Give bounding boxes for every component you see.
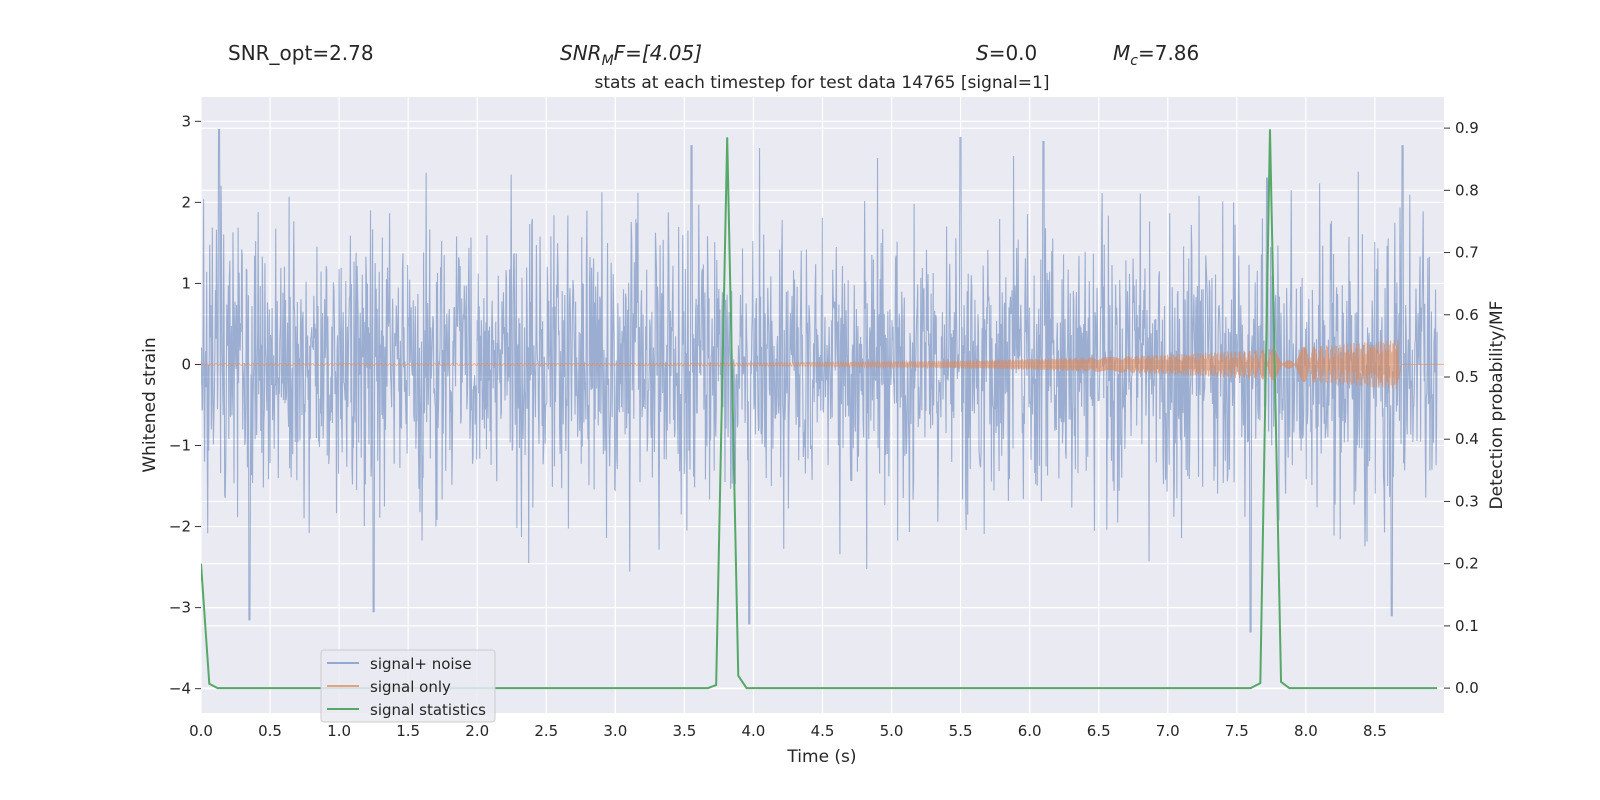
x-axis-ticks: 0.0 0.5 1.0 1.5 2.0 2.5 3.0 3.5 4.0 4.5 5.0 5.5 6.0 6…: [189, 722, 1387, 740]
snr-opt-label: SNR_opt=2.78: [228, 41, 374, 65]
x-tick-label: 0.5: [258, 722, 282, 740]
legend-label-noise: signal+ noise: [370, 655, 472, 673]
y-tick-label: 0: [181, 355, 191, 373]
x-tick-label: 3.5: [672, 722, 696, 740]
s-label: S=0.0: [976, 41, 1037, 65]
legend-label-stats: signal statistics: [370, 701, 486, 719]
y-tick-label: −4: [169, 680, 191, 698]
y2-tick-label: 0.4: [1455, 430, 1479, 448]
x-tick-label: 2.5: [534, 722, 558, 740]
y2-tick-label: 0.9: [1455, 119, 1479, 137]
chart-title: stats at each timestep for test data 147…: [595, 73, 1050, 93]
legend: signal+ noise signal only signal statist…: [320, 649, 496, 723]
y-axis-label: Whitened strain: [140, 337, 160, 472]
y2-axis-ticks: 0.9 0.8 0.7 0.6 0.5 0.4 0.3 0.2 0.1 0.0: [1444, 119, 1479, 697]
y2-axis-label: Detection probability/MF: [1487, 301, 1507, 510]
x-tick-label: 7.0: [1156, 722, 1180, 740]
mc-sub: c: [1130, 53, 1138, 69]
y2-tick-label: 0.2: [1455, 555, 1479, 573]
x-tick-label: 1.5: [396, 722, 420, 740]
y-tick-label: −1: [169, 437, 191, 455]
x-tick-label: 3.0: [603, 722, 627, 740]
mc-var: M: [1113, 41, 1130, 65]
y2-tick-label: 0.5: [1455, 368, 1479, 386]
x-tick-label: 4.0: [742, 722, 766, 740]
x-tick-label: 5.5: [949, 722, 973, 740]
x-tick-label: 6.0: [1018, 722, 1042, 740]
x-tick-label: 0.0: [189, 722, 213, 740]
mc-rest: =7.86: [1138, 41, 1199, 65]
x-tick-label: 2.0: [465, 722, 489, 740]
x-axis-label: Time (s): [786, 747, 856, 767]
y2-tick-label: 0.8: [1455, 181, 1479, 199]
y-tick-label: −3: [169, 599, 191, 617]
legend-label-signal: signal only: [370, 678, 451, 696]
snr-mf-sub: M: [602, 53, 614, 69]
y2-tick-label: 0.3: [1455, 492, 1479, 510]
x-tick-label: 6.5: [1087, 722, 1111, 740]
s-var: S: [976, 41, 989, 65]
x-tick-label: 5.0: [880, 722, 904, 740]
y-tick-label: 3: [181, 112, 191, 130]
y2-tick-label: 0.6: [1455, 306, 1479, 324]
y-axis-ticks: 3 2 1 0 −1 −2 −3 −4: [169, 112, 201, 698]
y-tick-label: 2: [181, 193, 191, 211]
snr-mf-base: SNR: [560, 41, 602, 65]
snr-mf-rest: F=[4.05]: [614, 41, 702, 65]
snr-mf-label: SNRMF=[4.05]: [560, 41, 702, 69]
x-tick-label: 8.5: [1363, 722, 1387, 740]
s-rest: =0.0: [989, 41, 1038, 65]
y2-tick-label: 0.7: [1455, 244, 1479, 262]
legend-box: [320, 649, 496, 723]
y-tick-label: −2: [169, 518, 191, 536]
y-tick-label: 1: [181, 274, 191, 292]
y2-tick-label: 0.0: [1455, 679, 1479, 697]
x-tick-label: 4.5: [811, 722, 835, 740]
x-tick-label: 7.5: [1225, 722, 1249, 740]
x-tick-label: 1.0: [327, 722, 351, 740]
series-signal-only: [201, 339, 1444, 390]
y2-tick-label: 0.1: [1455, 617, 1479, 635]
mc-label: Mc=7.86: [1113, 41, 1199, 69]
x-tick-label: 8.0: [1294, 722, 1318, 740]
